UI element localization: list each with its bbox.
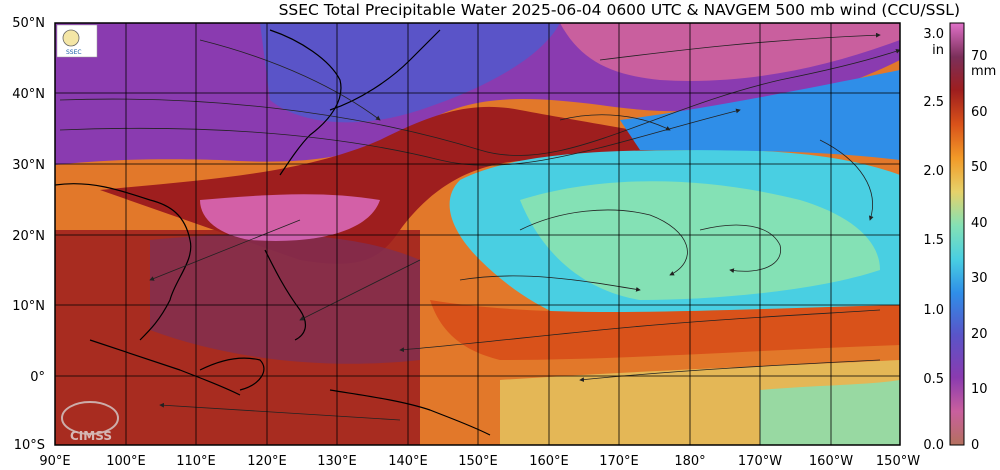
lon-label: 90°E [39,454,70,469]
colorbar-mm-unit: mm [971,64,996,79]
lat-label: 10°N [12,299,45,314]
lon-label: 160°E [529,454,569,469]
lon-label: 170°E [599,454,639,469]
in-tick: 2.5 [923,95,944,110]
lon-label: 150°W [876,454,920,469]
wind-streamlines [59,32,900,421]
lat-label: 10°S [14,438,45,453]
colorbar-inch-ticks: 0.0 0.5 1.0 1.5 2.0 2.5 3.0 [923,27,944,453]
longitude-labels: 90°E 100°E 110°E 120°E 130°E 140°E 150°E… [39,454,920,469]
in-tick: 0.5 [923,372,944,387]
lon-label: 150°E [458,454,498,469]
lat-label: 0° [30,370,45,385]
map-title: SSEC Total Precipitable Water 2025-06-04… [278,1,960,19]
cimss-logo-text: CIMSS [70,429,112,443]
lon-label: 110°E [176,454,216,469]
lon-label: 130°E [317,454,357,469]
lon-label: 100°E [106,454,146,469]
tpw-field [55,23,900,445]
lon-label: 140°E [388,454,428,469]
map-border [54,22,901,446]
lon-label: 120°E [247,454,287,469]
latitude-labels: 50°N 40°N 30°N 20°N 10°N 0° 10°S [12,16,45,453]
lat-label: 30°N [12,158,45,173]
mm-tick: 40 [971,216,988,231]
cimss-logo: CIMSS [61,401,119,443]
mm-tick: 0 [971,438,979,453]
in-tick: 1.5 [923,233,944,248]
in-tick: 3.0 [923,27,944,42]
in-tick: 2.0 [923,164,944,179]
ssec-logo: SSEC [56,24,98,58]
colorbar-mm-ticks: 0 10 20 30 40 50 60 70 [971,49,988,453]
lat-label: 50°N [12,16,45,31]
mm-tick: 20 [971,327,988,342]
mm-tick: 30 [971,271,988,286]
lon-label: 170°W [738,454,782,469]
lat-label: 40°N [12,87,45,102]
lon-label: 160°W [809,454,853,469]
lat-label: 20°N [12,229,45,244]
mm-tick: 10 [971,382,988,397]
mm-tick: 50 [971,160,988,175]
colorbar: 0.0 0.5 1.0 1.5 2.0 2.5 3.0 in 0 10 20 3… [923,22,996,453]
mm-tick: 70 [971,49,988,64]
mm-tick: 60 [971,105,988,120]
ssec-logo-text: SSEC [66,49,82,56]
lon-label: 180° [674,454,705,469]
colorbar-inch-unit: in [932,43,944,58]
in-tick: 0.0 [923,438,944,453]
in-tick: 1.0 [923,303,944,318]
land-outline [55,29,491,436]
graticule [54,23,900,445]
